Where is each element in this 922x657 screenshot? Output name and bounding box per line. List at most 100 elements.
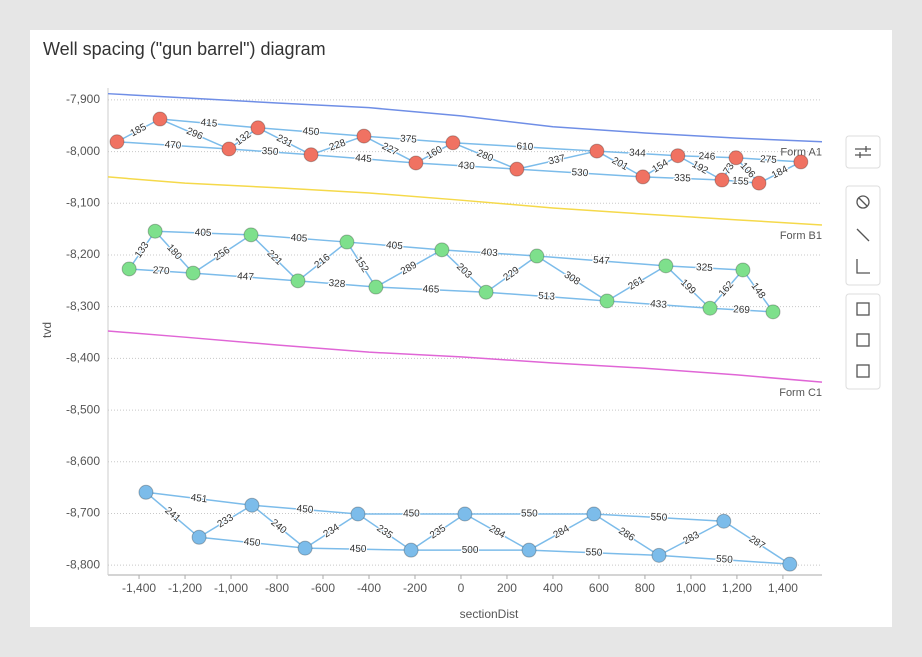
- well-point: [403, 542, 419, 558]
- y-axis-label: tvd: [40, 322, 54, 338]
- spacing-line: [159, 118, 258, 129]
- spacing-line: [677, 155, 723, 181]
- formation-label: Form C1: [779, 387, 822, 399]
- spacing-line: [593, 513, 660, 556]
- spacing-line: [192, 234, 252, 274]
- spacing-label: 450: [302, 126, 320, 138]
- well-point: [670, 148, 686, 164]
- spacing-line: [250, 234, 347, 243]
- spacing-line: [375, 249, 443, 288]
- well-point: [658, 258, 674, 274]
- well-point: [250, 120, 266, 136]
- spacing-line: [441, 249, 537, 257]
- y-tick-label: -8,800: [66, 557, 100, 571]
- spacing-label: 465: [422, 284, 440, 296]
- axis-button[interactable]: [856, 259, 870, 274]
- spacing-line: [116, 141, 230, 150]
- spacing-label: 335: [674, 173, 692, 185]
- spacing-label: 610: [516, 141, 534, 153]
- spacing-label: 550: [585, 547, 603, 559]
- spacing-label: 513: [538, 291, 556, 303]
- spacing-label: 470: [164, 139, 182, 151]
- spacing-line: [642, 176, 723, 181]
- spacing-line: [250, 234, 299, 282]
- well-point: [521, 542, 537, 558]
- formation-label: Form B1: [780, 230, 822, 242]
- spacing-label: 450: [350, 544, 367, 555]
- x-tick-label: 600: [589, 581, 609, 595]
- spacing-line: [193, 272, 298, 282]
- spacing-line: [310, 135, 365, 156]
- spacing-label: 155: [732, 176, 750, 188]
- area-button[interactable]: [856, 333, 870, 347]
- x-tick-label: -800: [265, 581, 289, 595]
- spacing-line: [665, 265, 711, 309]
- settings-button[interactable]: [845, 135, 881, 169]
- well-point: [109, 134, 125, 150]
- y-tick-label: -8,400: [66, 351, 100, 365]
- well-point: [445, 135, 461, 151]
- well-point: [457, 506, 473, 522]
- y-tick-label: -8,500: [66, 402, 100, 416]
- spacing-label: 405: [386, 240, 404, 252]
- spacing-label: 445: [355, 153, 373, 165]
- well-point: [586, 506, 602, 522]
- well-point: [244, 497, 260, 513]
- spacing-line: [346, 241, 377, 288]
- formation-line: [107, 330, 823, 383]
- spacing-line: [154, 230, 194, 274]
- x-tick-label: 800: [635, 581, 655, 595]
- spacing-label: 450: [403, 509, 420, 520]
- spacing-line: [415, 142, 454, 164]
- spacing-line: [305, 547, 412, 551]
- well-point: [751, 175, 767, 191]
- well-point: [221, 141, 237, 157]
- clear-button[interactable]: [856, 195, 870, 209]
- spacing-line: [129, 268, 194, 274]
- spacing-line: [606, 265, 667, 302]
- line-button[interactable]: [856, 228, 870, 242]
- spacing-line: [297, 241, 348, 282]
- well-point: [303, 147, 319, 163]
- well-point: [651, 547, 667, 563]
- well-point: [191, 529, 207, 545]
- spacing-label: 415: [200, 117, 218, 129]
- spacing-line: [198, 536, 306, 549]
- y-tick-label: -8,600: [66, 454, 100, 468]
- settings-icon: [855, 146, 871, 158]
- spacing-line: [677, 154, 737, 159]
- y-tick-label: -8,100: [66, 195, 100, 209]
- well-point: [368, 279, 384, 295]
- spacing-label: 550: [650, 512, 668, 524]
- spacing-line: [516, 168, 643, 178]
- y-tick-label: -8,000: [66, 144, 100, 158]
- spacing-line: [257, 127, 364, 137]
- spacing-line: [658, 554, 790, 565]
- spacing-label: 328: [328, 278, 346, 290]
- spacing-line: [297, 280, 376, 288]
- well-point: [290, 273, 306, 289]
- image-button[interactable]: [856, 364, 870, 378]
- spacing-line: [415, 162, 517, 170]
- spacing-label: 350: [261, 146, 279, 158]
- well-point: [509, 161, 525, 177]
- spacing-line: [485, 291, 608, 302]
- spacing-line: [452, 142, 597, 152]
- well-point: [434, 242, 450, 258]
- formation-line: [107, 176, 823, 226]
- well-point: [793, 154, 809, 170]
- spacing-label: 337: [548, 153, 567, 168]
- well-point: [297, 540, 313, 556]
- card: [30, 30, 892, 627]
- scatter-button[interactable]: [856, 302, 870, 316]
- well-point: [782, 556, 798, 572]
- well-point: [728, 150, 744, 166]
- well-point: [185, 265, 201, 281]
- spacing-line: [228, 148, 312, 156]
- spacing-label: 447: [237, 271, 255, 283]
- spacing-label: 450: [243, 537, 261, 550]
- well-point: [408, 155, 424, 171]
- tool-group: [845, 293, 881, 390]
- spacing-line: [529, 549, 659, 557]
- spacing-line: [735, 157, 801, 163]
